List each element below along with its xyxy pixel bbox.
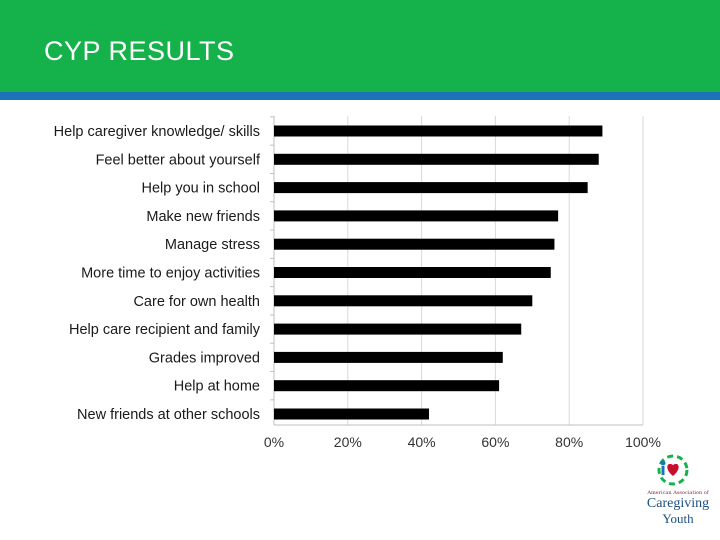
bar-chart: 0% 20% 40% 60% 80% 100% Help caregiver knowled… (54, 116, 661, 450)
logo-main-text: Caregiving (646, 496, 710, 511)
logo-sub-text: Youth (662, 511, 694, 526)
x-tick-label: 60% (481, 434, 509, 450)
bar (274, 182, 588, 194)
header-stripe (0, 92, 720, 100)
category-label: Feel better about yourself (96, 152, 261, 168)
x-tick-label: 40% (408, 434, 436, 450)
page-title: CYP RESULTS (44, 36, 235, 66)
bar (274, 408, 429, 420)
bar (274, 295, 533, 307)
bar (274, 380, 500, 392)
x-tick-label: 80% (555, 434, 583, 450)
logo-small-text: American Association of (647, 490, 709, 496)
category-label: Grades improved (149, 350, 260, 366)
category-label: Care for own health (133, 294, 260, 310)
logo-emblem-icon (657, 454, 689, 486)
x-tick-label: 100% (625, 434, 661, 450)
bar (274, 351, 503, 363)
category-label: More time to enjoy activities (81, 266, 260, 282)
category-label: Help care recipient and family (69, 322, 261, 338)
bar (274, 153, 599, 165)
category-label: Make new friends (146, 209, 260, 225)
bar (274, 323, 522, 335)
bar (274, 210, 559, 222)
category-label: Help you in school (142, 181, 261, 197)
caregiving-youth-logo: American Association of Caregiving Youth (640, 450, 716, 534)
x-tick-label: 20% (334, 434, 362, 450)
bar (274, 238, 555, 250)
bar (274, 267, 551, 278)
x-tick-label: 0% (264, 434, 284, 450)
category-label: Help caregiver knowledge/ skills (54, 124, 260, 140)
category-label: Help at home (174, 379, 260, 395)
bar (274, 125, 603, 137)
header-bar: CYP RESULTS (0, 0, 720, 92)
category-label: Manage stress (165, 237, 260, 253)
category-label: New friends at other schools (77, 407, 260, 423)
